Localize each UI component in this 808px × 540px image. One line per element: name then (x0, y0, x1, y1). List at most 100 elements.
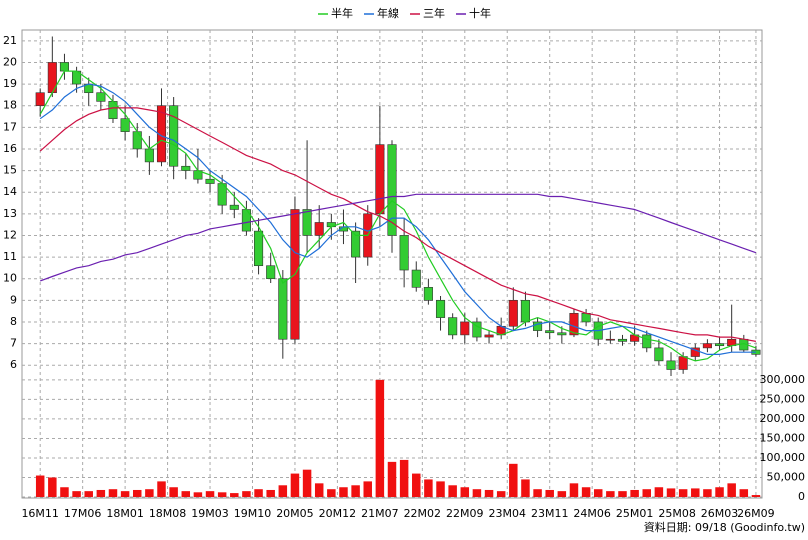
volume-bar (181, 491, 191, 497)
candle-body (96, 92, 106, 102)
volume-bar (314, 483, 324, 497)
x-tick-label: 25M01 (616, 507, 654, 520)
candle-body (581, 312, 591, 323)
candle-body (302, 209, 312, 236)
volume-bar (521, 479, 530, 497)
volume-bar (351, 485, 360, 497)
y2-tick-label: 0 (798, 490, 805, 503)
candle-body (460, 321, 470, 336)
candle-body (423, 287, 433, 301)
legend-label: 年線 (377, 6, 399, 20)
volume-bar (472, 489, 482, 497)
volume-bar (739, 489, 749, 497)
volume-bar (630, 489, 639, 497)
candle-body (435, 300, 446, 318)
candle-body (169, 105, 179, 167)
volume-bar (193, 492, 203, 497)
volume-bar (509, 463, 518, 497)
y2-tick-label: 300,000 (760, 373, 806, 386)
volume-bar (581, 487, 591, 497)
volume-bar (593, 489, 603, 497)
candle-body (484, 334, 494, 338)
candle-body (448, 317, 458, 336)
volume-bar (424, 479, 433, 497)
x-tick-label: 22M09 (446, 507, 484, 520)
candle-body (351, 230, 361, 258)
legend-label: 十年 (469, 6, 491, 20)
candle-body (508, 300, 518, 327)
candle-body (472, 321, 482, 338)
y-tick-label: 21 (3, 34, 17, 47)
candle-body (278, 278, 288, 340)
candle-body (35, 92, 45, 106)
volume-bar (460, 487, 470, 497)
legend-label: 半年 (331, 6, 353, 20)
volume-bar (278, 485, 288, 497)
plot-frame (21, 29, 763, 499)
volume-bar (217, 492, 227, 497)
x-tick-label: 19M10 (234, 507, 272, 520)
volume-bar (448, 485, 457, 497)
y-tick-label: 16 (3, 142, 17, 155)
x-tick-label: 20M12 (319, 507, 357, 520)
y-tick-label: 11 (3, 250, 17, 263)
candle-body (666, 360, 676, 370)
x-tick-label: 25M08 (658, 507, 696, 520)
x-tick-label: 18M01 (106, 507, 144, 520)
volume-bar (375, 379, 385, 497)
volume-bar (727, 483, 736, 497)
volume-bar (751, 495, 761, 497)
volume-bar (145, 489, 154, 497)
volume-bar (654, 487, 664, 497)
volume-bar (266, 489, 275, 497)
y2-tick-label: 100,000 (760, 451, 806, 464)
volume-bar (327, 489, 336, 497)
candle-body (617, 338, 628, 342)
candle-body (266, 265, 276, 279)
candle-body (654, 347, 664, 362)
volume-bar (339, 487, 348, 497)
volume-bar (96, 489, 106, 497)
x-tick-label: 21M07 (361, 507, 399, 520)
x-tick-label: 23M11 (531, 507, 569, 520)
volume-bar (169, 487, 178, 497)
y2-tick-label: 200,000 (760, 412, 806, 425)
candle-body (557, 332, 567, 336)
volume-bar (242, 491, 251, 497)
x-tick-label: 16M11 (21, 507, 59, 520)
y-tick-label: 7 (10, 337, 17, 350)
candle-body (181, 165, 191, 171)
volume-bar (703, 489, 712, 497)
x-tick-label: 26M09 (737, 507, 775, 520)
candle-body (545, 330, 555, 334)
y-tick-label: 12 (3, 228, 17, 241)
volume-bar (642, 489, 651, 497)
volume-bar (290, 473, 300, 497)
volume-bar (678, 489, 688, 497)
volume-bar (545, 489, 554, 497)
y-tick-label: 15 (3, 164, 17, 177)
candle-body (156, 105, 167, 163)
candle-body (387, 144, 397, 236)
candle-body (205, 178, 215, 184)
candle-body (144, 148, 154, 163)
y-tick-label: 9 (10, 293, 17, 306)
candle-body (533, 321, 543, 331)
x-tick-label: 20M05 (276, 507, 314, 520)
candle-body (605, 338, 615, 341)
volume-bar (484, 489, 494, 497)
x-tick-label: 17M06 (64, 507, 102, 520)
volume-bar (557, 491, 567, 497)
candle-body (678, 356, 688, 370)
y-tick-label: 14 (3, 185, 17, 198)
x-tick-label: 23M04 (488, 507, 526, 520)
candle-body (132, 131, 142, 150)
volume-bar (254, 489, 263, 497)
volume-bar (72, 491, 81, 497)
x-tick-label: 18M08 (149, 507, 187, 520)
volume-bar (533, 489, 542, 497)
volume-bar (35, 475, 45, 497)
candle-body (59, 62, 70, 72)
x-tick-label: 22M02 (404, 507, 442, 520)
